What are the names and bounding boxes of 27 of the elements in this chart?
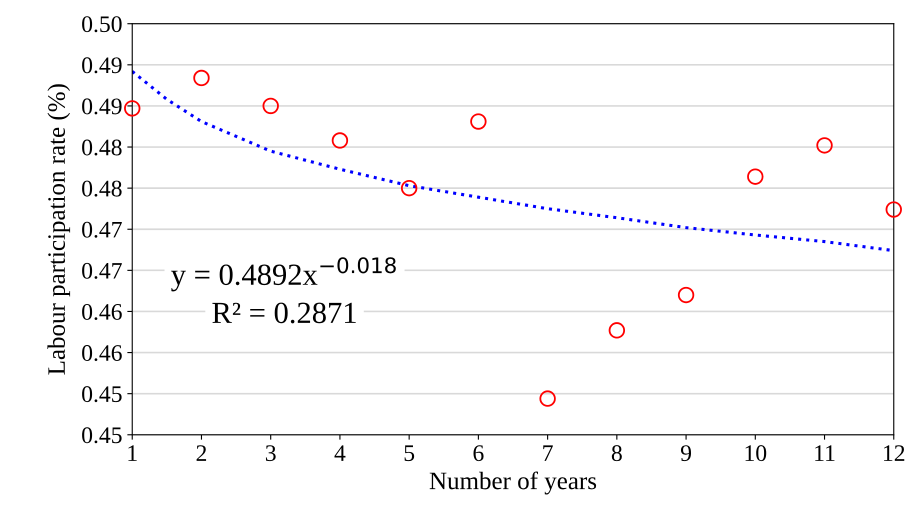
- y-tick-label: 0.49: [82, 98, 122, 114]
- x-tick-label: 5: [404, 445, 414, 462]
- x-tick-label: 11: [815, 445, 834, 461]
- x-tick-label: 8: [612, 445, 622, 462]
- x-tick-label: 4: [334, 445, 346, 461]
- x-axis-title: Number of years: [430, 471, 596, 494]
- y-tick-label: 0.48: [82, 180, 122, 197]
- y-tick-label: 0.47: [82, 222, 122, 238]
- x-tick-label: 2: [196, 445, 206, 461]
- y-tick-label: 0.45: [82, 386, 122, 402]
- y-tick-label: 0.48: [82, 140, 122, 156]
- annotation: y = 0.4892x$^{−0.018}$: [171, 257, 396, 292]
- annotation: R² = 0.2871: [212, 302, 356, 324]
- y-axis-title: Labour participation rate (%): [47, 84, 70, 375]
- x-tick-label: 7: [543, 445, 553, 461]
- y-tick-label: 0.49: [82, 57, 122, 74]
- x-tick-label: 3: [266, 445, 276, 462]
- y-tick-label: 0.47: [82, 262, 122, 279]
- x-tick-label: 1: [128, 445, 137, 461]
- x-tick-label: 6: [473, 445, 484, 462]
- y-tick-label: 0.46: [82, 345, 122, 362]
- x-tick-label: 9: [680, 445, 692, 462]
- y-tick-label: 0.46: [82, 304, 122, 320]
- x-tick-label: 12: [884, 445, 904, 461]
- y-tick-label: 0.45: [82, 427, 122, 444]
- x-tick-label: 10: [746, 445, 766, 462]
- y-tick-label: 0.50: [82, 16, 122, 32]
